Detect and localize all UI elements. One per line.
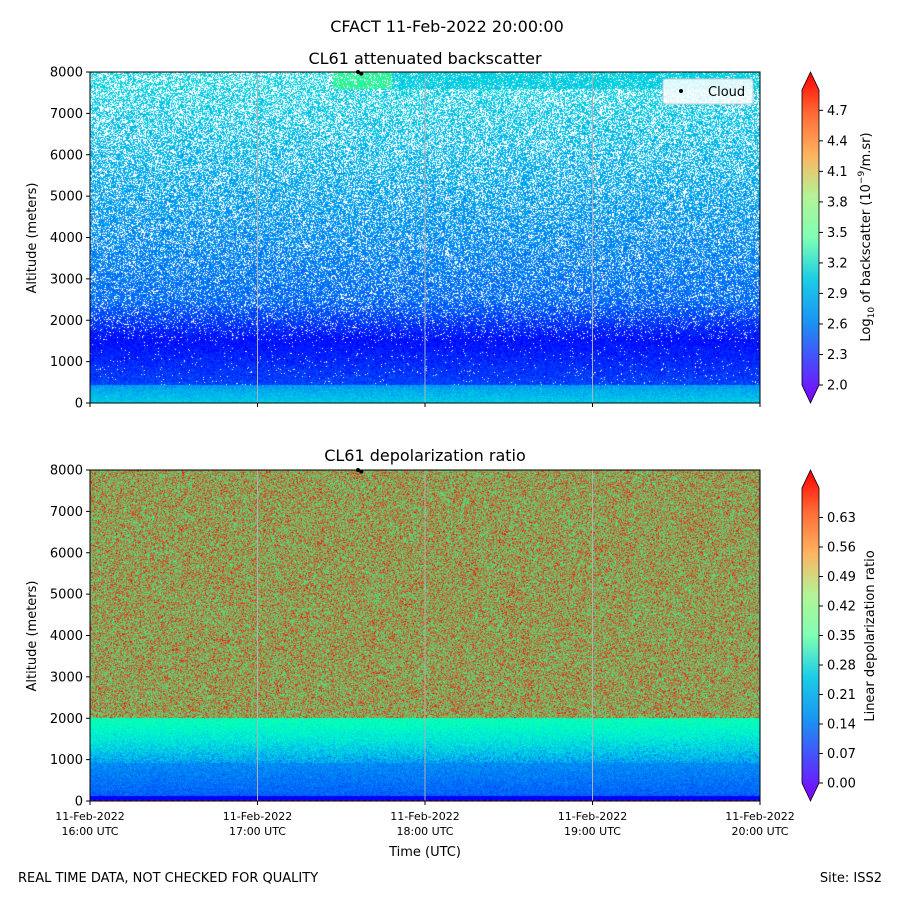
y-tick-label: 0 xyxy=(75,795,83,810)
y-tick-label: 8000 xyxy=(50,66,83,81)
legend-cloud-label: Cloud xyxy=(708,85,745,100)
x-tick-date: 11-Feb-2022 xyxy=(223,810,292,823)
cloud-point xyxy=(359,71,364,76)
x-tick-time: 17:00 UTC xyxy=(229,825,286,838)
depolarization-x-ticks: 11-Feb-2022 16:00 UTC 11-Feb-2022 17:00 UTC… xyxy=(55,801,795,838)
y-tick-label: 8000 xyxy=(50,464,83,479)
x-tick-date: 11-Feb-2022 xyxy=(55,810,124,823)
footer-quality-note: REAL TIME DATA, NOT CHECKED FOR QUALITY xyxy=(18,871,318,886)
figure-title: CFACT 11-Feb-2022 20:00:00 xyxy=(330,17,564,36)
y-tick-label: 5000 xyxy=(50,190,83,205)
colorbar-tick-label: 4.1 xyxy=(827,165,848,180)
y-tick-label: 6000 xyxy=(50,148,83,163)
y-tick-label: 1000 xyxy=(50,753,83,768)
y-tick-label: 1000 xyxy=(50,355,83,370)
colorbar-tick-label: 0.42 xyxy=(827,600,856,615)
colorbar-tick-label: 0.21 xyxy=(827,688,856,703)
colorbar-tick-label: 2.3 xyxy=(827,348,848,363)
x-tick-date: 11-Feb-2022 xyxy=(558,810,627,823)
backscatter-panel: CL61 attenuated backscatter 0 1000 2000 300… xyxy=(25,49,877,412)
colorbar-tick-label: 4.7 xyxy=(827,104,848,119)
backscatter-colorbar: 2.0 2.3 2.6 2.9 3.2 3.5 3.8 4.1 4.4 4.7 Log10 of … xyxy=(801,71,877,404)
backscatter-gridlines xyxy=(257,72,593,403)
y-tick-label: 7000 xyxy=(50,107,83,122)
depolarization-panel: CL61 depolarization ratio 0 1000 2000 3000 4… xyxy=(25,446,878,860)
depolarization-gridlines xyxy=(257,470,593,801)
x-tick-time: 16:00 UTC xyxy=(61,825,118,838)
colorbar-tick-label: 4.4 xyxy=(827,134,848,149)
colorbar-tick-label: 0.63 xyxy=(827,511,856,526)
y-tick-label: 2000 xyxy=(50,712,83,727)
colorbar-tick-label: 0.14 xyxy=(827,718,856,733)
x-tick-time: 18:00 UTC xyxy=(396,825,453,838)
colorbar-tick-label: 0.35 xyxy=(827,629,856,644)
depolarization-colorbar-bar xyxy=(801,469,820,802)
colorbar-tick-label: 2.9 xyxy=(827,287,848,302)
depolarization-ylabel: Altitude (meters) xyxy=(25,581,40,692)
y-tick-label: 3000 xyxy=(50,272,83,287)
depolarization-title: CL61 depolarization ratio xyxy=(324,446,526,465)
colorbar-tick-label: 3.5 xyxy=(827,226,848,241)
y-tick-label: 3000 xyxy=(50,670,83,685)
colorbar-tick-label: 2.0 xyxy=(827,379,848,394)
depolarization-y-ticks: 0 1000 2000 3000 4000 5000 6000 7000 8000 xyxy=(50,464,90,810)
colorbar-tick-label: 0.56 xyxy=(827,541,856,556)
colorbar-tick-label: 3.2 xyxy=(827,256,848,271)
backscatter-colorbar-label: Log10 of backscatter (10−9/m.sr) xyxy=(857,132,877,341)
cloud-point xyxy=(359,469,364,474)
backscatter-x-ticks xyxy=(89,403,761,407)
colorbar-tick-label: 3.8 xyxy=(827,195,848,210)
y-tick-label: 4000 xyxy=(50,629,83,644)
y-tick-label: 5000 xyxy=(50,588,83,603)
backscatter-y-ticks: 0 1000 2000 3000 4000 5000 6000 7000 8000 xyxy=(50,66,90,412)
legend: Cloud xyxy=(662,78,754,105)
x-tick-time: 19:00 UTC xyxy=(564,825,621,838)
depolarization-xlabel: Time (UTC) xyxy=(388,845,461,860)
depolarization-colorbar-label: Linear depolarization ratio xyxy=(863,550,878,721)
legend-box xyxy=(662,78,754,105)
backscatter-colorbar-bar xyxy=(801,71,820,404)
y-tick-label: 0 xyxy=(75,397,83,412)
colorbar-tick-label: 0.49 xyxy=(827,570,856,585)
backscatter-ylabel: Altitude (meters) xyxy=(25,183,40,294)
backscatter-title: CL61 attenuated backscatter xyxy=(308,49,542,68)
y-tick-label: 4000 xyxy=(50,231,83,246)
x-tick-date: 11-Feb-2022 xyxy=(390,810,459,823)
footer-site: Site: ISS2 xyxy=(820,871,882,886)
legend-cloud-marker xyxy=(679,89,683,93)
depolarization-colorbar-ticks: 0.00 0.07 0.14 0.21 0.28 0.35 0.42 0.49 0.56 0.63 xyxy=(819,511,856,792)
colorbar-tick-label: 0.28 xyxy=(827,659,856,674)
x-tick-time: 20:00 UTC xyxy=(731,825,788,838)
y-tick-label: 7000 xyxy=(50,505,83,520)
colorbar-tick-label: 2.6 xyxy=(827,317,848,332)
y-tick-label: 6000 xyxy=(50,546,83,561)
y-tick-label: 2000 xyxy=(50,314,83,329)
x-tick-date: 11-Feb-2022 xyxy=(725,810,794,823)
depolarization-colorbar: 0.00 0.07 0.14 0.21 0.28 0.35 0.42 0.49 0.56 0.63… xyxy=(801,469,878,802)
colorbar-tick-label: 0.07 xyxy=(827,747,856,762)
colorbar-tick-label: 0.00 xyxy=(827,777,856,792)
backscatter-colorbar-ticks: 2.0 2.3 2.6 2.9 3.2 3.5 3.8 4.1 4.4 4.7 xyxy=(819,104,848,394)
